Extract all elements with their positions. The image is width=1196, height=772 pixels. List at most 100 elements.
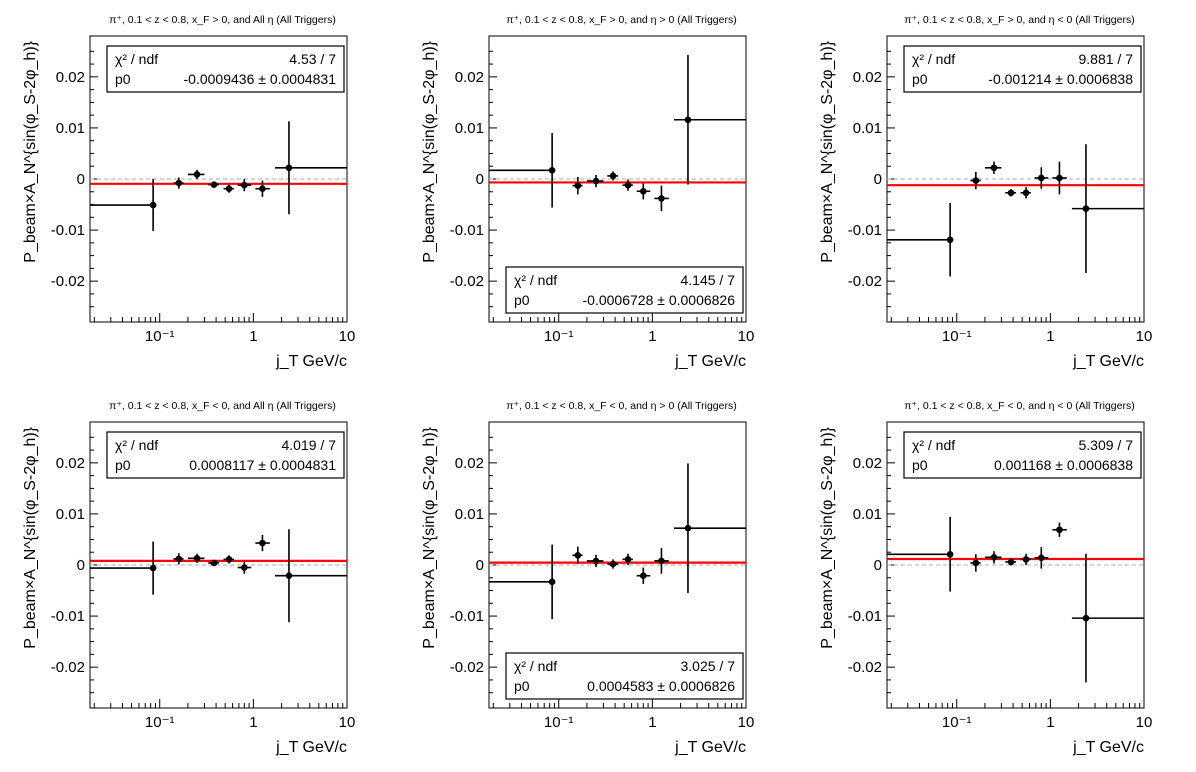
p0-label: p0 [912,71,928,87]
y-tick-label: 0.02 [56,69,85,86]
y-axis-label: P_beam×A_N^{sin(φ_S-2φ_h)} [22,426,39,648]
data-marker [684,524,692,532]
data-point-4 [208,181,220,188]
x-axis-label: j_T GeV/c [1072,739,1144,756]
stat-box-frame [505,652,744,700]
data-marker [240,181,248,189]
y-tick-label: 0 [476,171,484,188]
data-point-8 [673,54,746,185]
data-marker [946,550,954,558]
data-marker [1056,526,1063,534]
chart-panel-6: π⁺, 0.1 < z < 0.8, x_F < 0, and η < 0 (A… [819,400,1152,756]
stat-box-frame [106,45,345,93]
x-tick-label: 1 [648,328,656,345]
data-marker [639,187,647,195]
y-tick-label: -0.02 [848,659,882,676]
data-point-5 [622,179,633,191]
chi2-label: χ² / ndf [115,51,158,67]
y-axis-label: P_beam×A_N^{sin(φ_S-2φ_h)} [819,40,836,262]
y-tick-label: 0.02 [853,69,882,86]
chi2-label: χ² / ndf [912,51,955,67]
chi2-value: 4.145 / 7 [681,272,736,288]
data-point-8 [673,463,746,594]
data-marker [624,556,632,563]
data-marker [193,555,201,562]
chi2-value: 4.53 / 7 [289,51,336,67]
data-marker [972,559,980,567]
data-marker [548,167,556,174]
data-point-1 [90,541,157,595]
data-point-5 [1020,187,1031,199]
data-point-7 [255,534,270,552]
x-axis-label: j_T GeV/c [275,739,347,756]
x-tick-label: 10 [1136,714,1153,731]
data-marker [1082,205,1090,212]
y-tick-label: 0.02 [853,455,882,472]
data-point-2 [173,553,184,565]
data-point-8 [274,121,347,215]
data-point-7 [654,548,669,574]
y-axis-label: P_beam×A_N^{sin(φ_S-2φ_h)} [819,426,836,648]
chi2-value: 4.019 / 7 [282,437,337,453]
x-tick-label: 10 [1136,328,1153,345]
data-marker [1007,189,1015,197]
x-axis-label: j_T GeV/c [674,353,746,370]
data-marker [548,578,556,586]
fit-stat-box: χ² / ndf 4.145 / 7 p0 -0.0006728 ± 0.000682… [505,266,744,314]
chi2-value: 3.025 / 7 [681,658,736,674]
x-axis-label: j_T GeV/c [674,739,746,756]
data-point-7 [1052,522,1067,537]
y-tick-label: 0 [77,171,85,188]
p0-label: p0 [912,457,928,473]
data-point-4 [1005,558,1017,566]
data-point-3 [984,161,1002,174]
p0-label: p0 [514,292,530,308]
y-tick-label: 0.01 [455,506,484,523]
data-point-5 [223,555,234,564]
chart-title: π⁺, 0.1 < z < 0.8, x_F > 0, and All η (A… [109,14,336,26]
y-axis-label: P_beam×A_N^{sin(φ_S-2φ_h)} [22,40,39,262]
data-marker [1022,189,1030,197]
y-tick-label: -0.01 [51,608,85,625]
y-tick-label: 0.01 [853,506,882,523]
chi2-label: χ² / ndf [115,437,158,453]
chart-panel-1: π⁺, 0.1 < z < 0.8, x_F > 0, and All η (A… [22,14,355,370]
x-tick-label: 10 [738,328,755,345]
data-marker [609,172,617,180]
data-point-6 [636,567,651,584]
x-tick-label: 1 [1046,714,1054,731]
chi2-value: 5.309 / 7 [1079,437,1134,453]
data-point-1 [887,516,954,592]
data-point-6 [1034,167,1049,189]
data-marker [990,554,998,561]
fit-stat-box: χ² / ndf 3.025 / 7 p0 0.0004583 ± 0.0006826 [505,652,744,700]
y-tick-label: -0.01 [51,222,85,239]
stat-box-frame [903,45,1142,93]
chi2-value: 9.881 / 7 [1079,51,1134,67]
p0-value: 0.0004583 ± 0.0006826 [587,678,735,694]
x-tick-label: 1 [648,714,656,731]
x-tick-label: 10⁻¹ [942,328,972,345]
data-point-2 [572,546,583,564]
data-marker [225,185,233,193]
data-point-2 [970,554,981,572]
data-marker [210,181,218,188]
x-axis-label: j_T GeV/c [275,353,347,370]
y-tick-label: -0.02 [51,659,85,676]
y-tick-label: 0 [874,557,882,574]
data-point-6 [237,179,252,192]
p0-value: -0.0009436 ± 0.0004831 [184,71,337,87]
y-tick-label: 0.02 [455,455,484,472]
data-point-3 [586,174,604,188]
data-marker [684,116,692,124]
data-point-8 [1071,553,1144,683]
y-tick-label: 0 [77,557,85,574]
data-marker [609,560,617,568]
x-tick-label: 10 [738,714,755,731]
data-point-5 [223,184,234,193]
stat-box-frame [106,431,345,479]
chart-title: π⁺, 0.1 < z < 0.8, x_F < 0, and η > 0 (A… [506,400,736,412]
data-marker [658,195,665,202]
y-tick-label: 0.02 [455,69,484,86]
